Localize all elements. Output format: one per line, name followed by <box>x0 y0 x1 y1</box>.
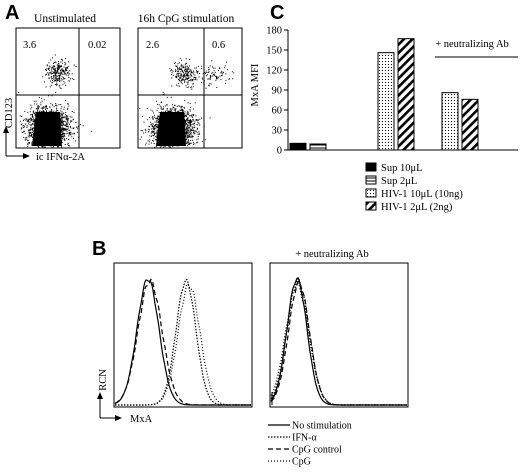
legend-label: No stimulation <box>292 421 352 432</box>
quadrant-ur-unstimulated: 0.02 <box>88 40 106 51</box>
curve-cpg-control <box>114 278 251 406</box>
panel-a-axis-arrows <box>3 126 30 159</box>
mxa-bar-chart: 0 30 60 90 120 150 180 <box>266 26 518 157</box>
panel-a-letter: A <box>5 2 19 24</box>
quadrant-ul-cpg: 2.6 <box>146 40 159 51</box>
bar <box>377 52 395 151</box>
dot-plot-unstimulated <box>15 27 121 149</box>
y-tick-label: 0 <box>277 146 282 157</box>
bar-legend: Sup 10μL Sup 2μL HIV-1 10μL (10ng) HIV-1 2μ… <box>365 162 463 213</box>
chart-y-label: MxA MFI <box>250 63 261 106</box>
panel-b-x-label: MxA <box>130 414 153 425</box>
curve-cpg <box>270 281 407 406</box>
legend-swatch <box>365 201 377 211</box>
bar <box>309 143 327 151</box>
plot-title-cpg: 16h CpG stimulation <box>138 13 235 25</box>
y-tick-label: 180 <box>266 26 282 37</box>
y-tick-label: 120 <box>266 66 282 77</box>
legend-label: IFN-α <box>292 433 317 444</box>
panel-a-y-label: CD123 <box>4 98 15 128</box>
panel-a-x-label: ic IFNα-2A <box>36 152 85 163</box>
legend-label: HIV-1 2μL (2ng) <box>381 202 453 213</box>
bar <box>289 142 307 151</box>
panel-b-y-label: RCN <box>98 369 109 391</box>
y-tick-label: 150 <box>266 46 282 57</box>
panel-c-letter: C <box>270 2 284 24</box>
bar <box>441 92 459 151</box>
bar <box>461 98 479 151</box>
histogram-left <box>113 262 253 408</box>
legend-label: Sup 2μL <box>381 176 417 187</box>
legend-label: Sup 10μL <box>381 163 423 174</box>
legend-label: HIV-1 10μL (10ng) <box>381 189 463 200</box>
panel-b-letter: B <box>92 238 106 260</box>
legend-swatch <box>365 188 377 198</box>
bar <box>397 38 415 151</box>
legend-label: CpG control <box>292 445 342 456</box>
dot-plot-cpg <box>137 27 243 149</box>
panel-b-right-title: + neutralizing Ab <box>295 249 369 260</box>
quadrant-ur-cpg: 0.6 <box>212 40 225 51</box>
dot-cloud-cpg <box>139 57 235 148</box>
neutralizing-bracket-label: + neutralizing Ab <box>435 39 509 50</box>
legend-swatch <box>365 162 377 172</box>
legend-swatch <box>365 175 377 185</box>
legend-label: CpG <box>292 457 311 468</box>
curve-cpg-control <box>270 280 407 406</box>
y-tick-label: 90 <box>272 86 283 97</box>
histogram-right <box>269 262 409 408</box>
plot-title-unstimulated: Unstimulated <box>34 13 96 25</box>
y-tick-label: 60 <box>272 106 283 117</box>
panel-b-axis-arrows <box>97 392 122 421</box>
dot-cloud-unstimulated <box>18 54 92 148</box>
quadrant-ul-unstimulated: 3.6 <box>23 40 36 51</box>
y-tick-label: 30 <box>272 126 283 137</box>
